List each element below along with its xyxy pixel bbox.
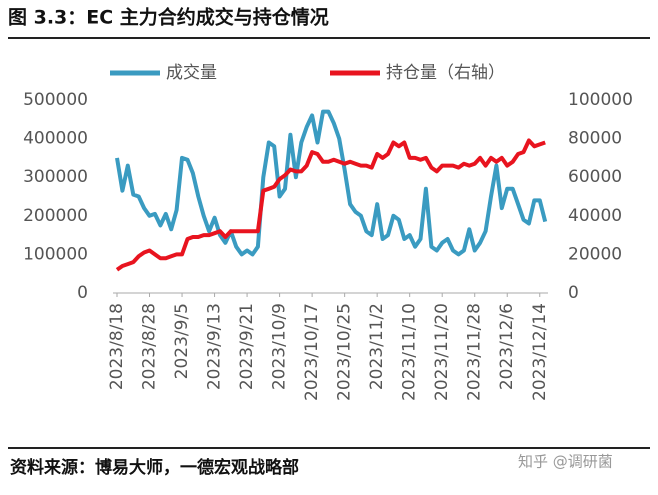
y-tick-label: 400000 (23, 129, 88, 149)
legend-label: 持仓量（右轴） (386, 63, 505, 83)
x-tick-label: 2023/9/13 (205, 303, 225, 390)
series-line (115, 109, 548, 257)
y-tick-label: 300000 (23, 167, 88, 187)
x-tick-label: 2023/12/14 (530, 303, 550, 401)
x-tick-label: 2023/11/28 (465, 303, 485, 401)
y2-tick-label: 100000 (568, 90, 633, 110)
y2-tick-label: 20000 (568, 244, 622, 264)
source: 资料来源：博易大师，一德宏观战略部 (10, 457, 299, 478)
y-tick-label: 0 (77, 283, 88, 303)
x-tick-label: 2023/9/21 (237, 303, 257, 390)
y2-tick-label: 80000 (568, 129, 622, 149)
y2-tick-label: 40000 (568, 206, 622, 226)
y2-tick-label: 0 (568, 283, 579, 303)
x-tick-label: 2023/12/6 (497, 303, 517, 390)
y-tick-label: 200000 (23, 206, 88, 226)
x-tick-label: 2023/8/18 (107, 303, 127, 390)
x-tick-label: 2023/10/9 (270, 303, 290, 390)
series-line (115, 138, 546, 272)
x-tick-label: 2023/11/10 (400, 303, 420, 401)
y2-tick-label: 60000 (568, 167, 622, 187)
chart-title: 图 3.3：EC 主力合约成交与持仓情况 (8, 6, 329, 29)
watermark: 知乎 @调研菌 (518, 453, 613, 471)
x-tick-label: 2023/10/25 (335, 303, 355, 401)
x-tick-label: 2023/8/28 (140, 303, 160, 390)
x-tick-label: 2023/9/5 (172, 303, 192, 379)
x-tick-label: 2023/10/17 (302, 303, 322, 401)
x-tick-label: 2023/11/20 (432, 303, 452, 401)
y-tick-label: 500000 (23, 90, 88, 110)
legend-label: 成交量 (166, 63, 217, 83)
x-tick-label: 2023/11/2 (367, 303, 387, 390)
y-tick-label: 100000 (23, 244, 88, 264)
